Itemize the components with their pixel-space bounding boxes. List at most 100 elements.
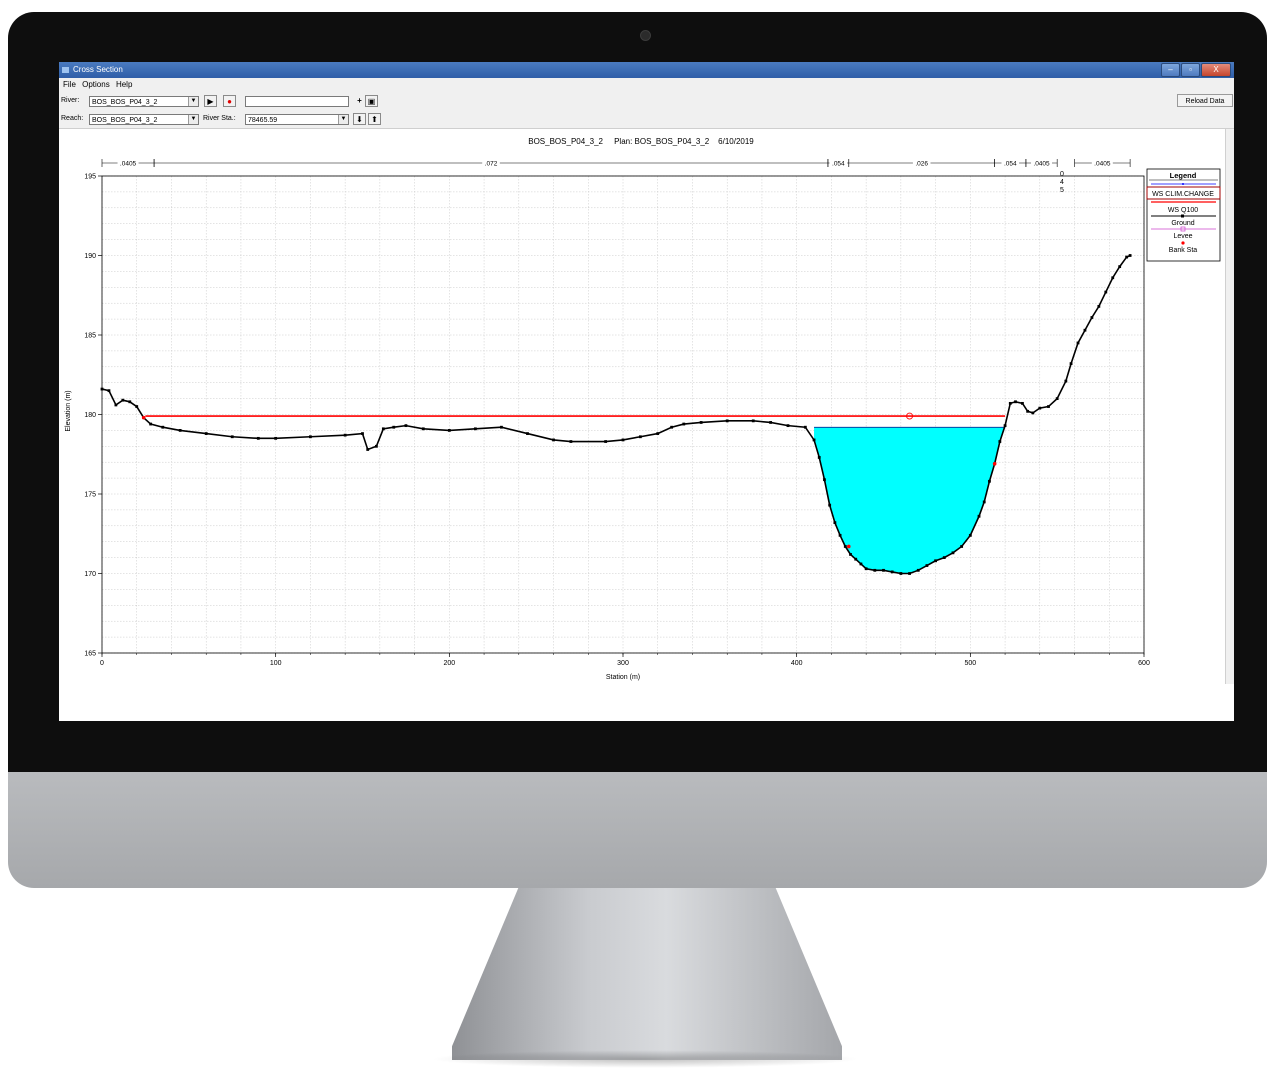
manning-label: .0405 xyxy=(1033,161,1050,168)
y-tick-label: 185 xyxy=(84,333,96,340)
title-bar: Cross Section – ▫ X xyxy=(59,62,1234,78)
menu-help[interactable]: Help xyxy=(116,78,132,92)
stand-shadow xyxy=(430,1050,860,1068)
legend-entry: Bank Sta xyxy=(1169,247,1198,254)
ground-point xyxy=(828,504,831,507)
next-down-button[interactable]: ⬇ xyxy=(353,113,366,125)
ground-point xyxy=(1077,342,1080,345)
x-tick-label: 200 xyxy=(443,660,455,667)
manning-label: .072 xyxy=(485,161,498,168)
legend-entry: WS Q100 xyxy=(1168,207,1198,214)
ground-point xyxy=(752,419,755,422)
ground-point xyxy=(682,423,685,426)
ground-point xyxy=(865,567,868,570)
minimize-button[interactable]: – xyxy=(1161,63,1180,77)
close-button[interactable]: X xyxy=(1201,63,1231,77)
ground-point xyxy=(882,569,885,572)
x-tick-label: 300 xyxy=(617,660,629,667)
river-select-value: BOS_BOS_P04_3_2 xyxy=(92,99,157,106)
ground-point xyxy=(274,437,277,440)
ground-point xyxy=(570,440,573,443)
ground-point xyxy=(257,437,260,440)
ground-point xyxy=(988,480,991,483)
ground-point xyxy=(908,572,911,575)
next-up-button[interactable]: ⬆ xyxy=(368,113,381,125)
ground-point xyxy=(128,400,131,403)
ground-point xyxy=(849,553,852,556)
ground-point xyxy=(422,427,425,430)
ground-point xyxy=(804,426,807,429)
annotation-line: 0 xyxy=(1060,171,1064,178)
reach-label: Reach: xyxy=(61,115,83,122)
ground-point xyxy=(1056,397,1059,400)
ground-point xyxy=(309,435,312,438)
maximize-button[interactable]: ▫ xyxy=(1181,63,1200,77)
x-tick-label: 600 xyxy=(1138,660,1150,667)
ground-point xyxy=(375,445,378,448)
play-icon: ▶ xyxy=(207,97,213,106)
chevron-down-icon[interactable]: ▼ xyxy=(188,115,198,124)
ground-point xyxy=(952,551,955,554)
menu-bar: File Options Help xyxy=(59,78,1234,92)
x-tick-label: 400 xyxy=(791,660,803,667)
annotation-line: 4 xyxy=(1060,179,1064,186)
ground-point xyxy=(1038,407,1041,410)
chevron-down-icon[interactable]: ▼ xyxy=(188,97,198,106)
record-icon: ● xyxy=(227,97,232,106)
ground-point xyxy=(726,419,729,422)
ground-point xyxy=(361,432,364,435)
ground-point xyxy=(813,439,816,442)
ground-point xyxy=(978,515,981,518)
bank-station-point xyxy=(993,462,997,466)
ground-point xyxy=(500,426,503,429)
x-axis-label: Station (m) xyxy=(606,674,640,681)
menu-file[interactable]: File xyxy=(63,78,76,92)
manning-label: .054 xyxy=(832,161,845,168)
y-tick-label: 180 xyxy=(84,412,96,419)
profile-input[interactable] xyxy=(245,96,349,107)
plus-icon: + xyxy=(357,96,362,105)
record-button[interactable]: ● xyxy=(223,95,236,107)
ground-point xyxy=(1104,291,1107,294)
ground-point xyxy=(1118,265,1121,268)
ground-point xyxy=(179,429,182,432)
reload-data-button[interactable]: Reload Data xyxy=(1177,94,1233,107)
vertical-scrollbar[interactable] xyxy=(1225,129,1234,684)
ground-point xyxy=(1084,329,1087,332)
ground-point xyxy=(839,534,842,537)
ground-point xyxy=(1129,254,1132,257)
river-select[interactable]: BOS_BOS_P04_3_2 ▼ xyxy=(89,96,199,107)
ground-point xyxy=(1021,402,1024,405)
ground-point xyxy=(854,558,857,561)
camera-button[interactable]: ▣ xyxy=(365,95,378,107)
ground-point xyxy=(1031,412,1034,415)
ground-point xyxy=(1004,424,1007,427)
ground-point xyxy=(382,427,385,430)
x-tick-label: 500 xyxy=(964,660,976,667)
camera-icon xyxy=(640,30,651,41)
reach-select-value: BOS_BOS_P04_3_2 xyxy=(92,117,157,124)
screen: Cross Section – ▫ X File Options Help Ri… xyxy=(59,62,1234,721)
chart-title: BOS_BOS_P04_3_2 Plan: BOS_BOS_P04_3_2 6/… xyxy=(528,137,754,146)
reach-select[interactable]: BOS_BOS_P04_3_2 ▼ xyxy=(89,114,199,125)
y-tick-label: 190 xyxy=(84,253,96,260)
manning-label: .026 xyxy=(915,161,928,168)
window-title: Cross Section xyxy=(73,62,123,78)
ground-point xyxy=(860,563,863,566)
ground-point xyxy=(1125,256,1128,259)
legend-title: Legend xyxy=(1170,171,1197,180)
ground-point xyxy=(917,569,920,572)
chevron-down-icon[interactable]: ▼ xyxy=(338,115,348,124)
water-area xyxy=(814,427,1005,573)
ground-point xyxy=(366,448,369,451)
ground-point xyxy=(392,426,395,429)
cross-section-chart: BOS_BOS_P04_3_2 Plan: BOS_BOS_P04_3_2 6/… xyxy=(59,129,1225,684)
river-sta-select[interactable]: 78465.59 ▼ xyxy=(245,114,349,125)
play-button[interactable]: ▶ xyxy=(204,95,217,107)
ground-point xyxy=(526,432,529,435)
menu-options[interactable]: Options xyxy=(82,78,110,92)
ground-point xyxy=(934,559,937,562)
ground-point xyxy=(149,423,152,426)
ground-point xyxy=(969,534,972,537)
ground-point xyxy=(998,440,1001,443)
